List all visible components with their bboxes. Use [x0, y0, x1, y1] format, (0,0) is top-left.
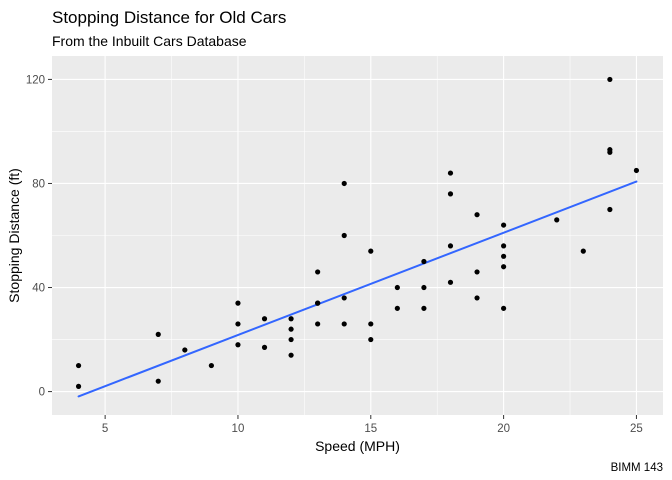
x-tick-label: 15	[364, 423, 377, 435]
data-point	[341, 321, 347, 327]
data-point	[208, 362, 214, 369]
data-point	[261, 344, 268, 350]
data-point	[315, 300, 321, 306]
data-point	[235, 300, 241, 306]
data-point	[421, 284, 427, 291]
data-point	[501, 253, 507, 259]
data-point	[607, 76, 613, 83]
data-point	[474, 295, 480, 301]
data-point	[341, 232, 347, 239]
axis-ticks: 5 10 15 20 25 0 40 80 120	[26, 74, 643, 435]
data-point	[447, 279, 454, 285]
x-tick-label: 10	[232, 423, 245, 435]
y-tick-label: 120	[26, 74, 45, 86]
y-tick-label: 80	[32, 178, 45, 190]
data-point	[447, 243, 454, 249]
data-point	[474, 212, 480, 218]
trend-line-group	[77, 180, 638, 398]
trend-line	[77, 180, 638, 398]
data-point	[501, 222, 507, 228]
data-point	[368, 321, 374, 327]
data-points	[75, 76, 640, 389]
data-point	[261, 316, 268, 322]
data-point	[607, 147, 613, 153]
data-point	[580, 248, 586, 254]
data-point	[235, 342, 241, 348]
y-tick-label: 0	[39, 387, 45, 399]
data-point	[421, 258, 427, 265]
data-point	[368, 336, 374, 343]
data-point	[421, 305, 427, 311]
data-point	[607, 206, 613, 213]
chart-subtitle: From the Inbuilt Cars Database	[52, 33, 247, 49]
data-point	[315, 269, 321, 275]
x-tick-label: 25	[630, 423, 643, 435]
data-point	[633, 167, 640, 174]
data-point	[368, 248, 374, 254]
data-point	[315, 321, 321, 327]
data-point	[394, 305, 400, 311]
data-point	[501, 243, 507, 249]
data-point	[235, 321, 241, 327]
data-point	[447, 170, 454, 176]
data-point	[288, 316, 294, 322]
data-point	[288, 326, 294, 332]
data-point	[341, 180, 347, 187]
data-point	[182, 347, 188, 353]
x-tick-label: 20	[497, 423, 510, 435]
data-point	[394, 284, 400, 291]
data-point	[75, 362, 82, 369]
data-point	[155, 331, 161, 337]
chart-title: Stopping Distance for Old Cars	[52, 8, 286, 27]
data-point	[341, 295, 347, 301]
y-tick-label: 40	[32, 283, 45, 295]
data-point	[501, 305, 507, 311]
data-point	[155, 378, 161, 384]
data-point	[447, 191, 454, 197]
data-point	[554, 217, 560, 223]
x-tick-label: 5	[102, 423, 108, 435]
x-axis-title: Speed (MPH)	[315, 438, 400, 454]
chart-caption: BIMM 143	[611, 462, 663, 474]
data-point	[288, 336, 294, 343]
y-axis-title: Stopping Distance (ft)	[6, 168, 22, 303]
data-point	[474, 269, 480, 275]
data-point	[501, 264, 507, 270]
grid-lines	[52, 56, 663, 415]
data-point	[75, 383, 82, 389]
data-point	[288, 352, 294, 358]
